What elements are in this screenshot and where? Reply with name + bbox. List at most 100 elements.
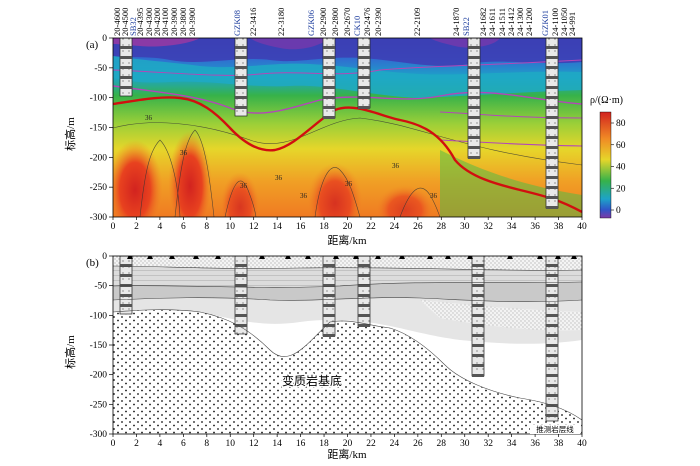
surface-marker <box>467 256 473 259</box>
borehole-stripe <box>358 264 370 267</box>
borehole-stripe <box>235 46 247 49</box>
surface-marker <box>285 256 291 259</box>
panel-b-xlabel: 距离/km <box>327 447 367 461</box>
y-tick-label: -50 <box>94 64 107 74</box>
borehole-stripe <box>472 274 484 277</box>
x-tick-label: 26 <box>413 222 423 232</box>
borehole-stripe <box>546 96 558 99</box>
x-tick-label: 2 <box>134 439 139 449</box>
x-tick-label: 20 <box>343 439 353 449</box>
borehole-stripe <box>235 76 247 79</box>
well-label: SB22 <box>461 17 471 36</box>
x-tick-label: 38 <box>554 439 564 449</box>
x-tick-label: 4 <box>158 222 163 232</box>
x-tick-label: 20 <box>343 222 353 232</box>
surface-marker <box>305 256 311 259</box>
borehole-stripe <box>235 96 247 99</box>
borehole-stripe <box>472 264 484 267</box>
borehole-stripe <box>472 294 484 297</box>
borehole-stripe <box>120 86 132 89</box>
colorbar-ticks: 80 60 40 20 0 <box>611 119 626 216</box>
contour-label: 36 <box>300 192 308 200</box>
y-tick-label: 0 <box>102 252 107 262</box>
borehole-stripe <box>358 76 370 79</box>
borehole-stripe <box>546 374 558 377</box>
surface-marker <box>445 256 451 259</box>
borehole-stripe <box>472 374 484 377</box>
well-label: 24-1682 <box>478 8 488 36</box>
contour-label: 36 <box>275 174 283 182</box>
well-label: 20-3800 <box>178 8 188 36</box>
borehole-stripe <box>546 324 558 327</box>
x-tick-label: 8 <box>204 222 209 232</box>
x-tick-label: 34 <box>507 439 517 449</box>
borehole-stripe <box>546 196 558 199</box>
borehole-stripe <box>472 354 484 357</box>
borehole-stripe <box>468 46 480 49</box>
well-label: 20-2800 <box>330 8 340 36</box>
x-tick-label: 16 <box>296 222 306 232</box>
borehole-stripe <box>468 96 480 99</box>
borehole-stripe <box>472 304 484 307</box>
colorbar-gradient <box>599 111 612 219</box>
borehole-stripe <box>323 314 335 317</box>
x-tick-label: 22 <box>366 439 376 449</box>
x-tick-label: 10 <box>226 222 236 232</box>
borehole-stripe <box>120 76 132 79</box>
borehole-stripe <box>472 334 484 337</box>
well-label: 24-1200 <box>524 8 534 36</box>
borehole-stripe <box>546 284 558 287</box>
borehole-stripe <box>235 264 247 267</box>
borehole-stripe <box>358 274 370 277</box>
y-tick-label: -250 <box>90 400 108 410</box>
borehole-stripe <box>358 294 370 297</box>
borehole-stripe <box>472 364 484 367</box>
borehole-stripe <box>546 86 558 89</box>
panel-b-geologic-section: (b) 0-50-100-150-200-250-300 0 2 4 6 8 10 12 14… <box>63 252 587 461</box>
x-tick-label: 32 <box>483 439 493 449</box>
borehole-stripe <box>546 364 558 367</box>
contour-label: 36 <box>430 192 438 200</box>
well-label: 22-2109 <box>412 8 422 36</box>
well-label: 24-1870 <box>451 8 461 36</box>
panel-a-xlabel: 距离/km <box>327 233 367 247</box>
well-label: 24-1300 <box>515 8 525 36</box>
borehole-stripe <box>323 264 335 267</box>
borehole-stripe <box>323 304 335 307</box>
surface-marker <box>333 256 339 259</box>
borehole-stripe <box>358 304 370 307</box>
surface-marker <box>399 256 405 259</box>
colorbar: ρ/(Ω·m) 80 60 40 20 0 <box>590 95 626 219</box>
borehole-stripe <box>235 314 247 317</box>
well-label: GZK08 <box>232 10 242 36</box>
well-label: 22-3180 <box>276 8 286 36</box>
x-tick-label: 38 <box>554 222 564 232</box>
boreholes-panel-a <box>119 38 559 209</box>
borehole-stripe <box>546 76 558 79</box>
y-tick-label: -150 <box>90 341 108 351</box>
x-tick-label: 28 <box>437 439 447 449</box>
y-tick-label: -200 <box>90 371 108 381</box>
borehole-stripe <box>120 294 132 297</box>
x-tick-label: 30 <box>460 439 470 449</box>
borehole-stripe <box>323 56 335 59</box>
surface-markers <box>127 256 577 259</box>
borehole-stripe <box>546 186 558 189</box>
contour-label: 36 <box>392 162 400 170</box>
colorbar-tick-label: 20 <box>616 184 626 194</box>
well-label: 24-1511 <box>497 8 507 36</box>
borehole-stripe <box>546 314 558 317</box>
borehole-stripe <box>546 116 558 119</box>
panel-a-label: (a) <box>86 39 99 51</box>
colorbar-tick-label: 40 <box>616 163 626 173</box>
borehole-stripe <box>546 384 558 387</box>
surface-marker <box>353 256 359 259</box>
borehole-stripe <box>546 264 558 267</box>
x-tick-label: 14 <box>272 439 282 449</box>
y-tick-label: -300 <box>90 213 108 223</box>
basement-label: 变质岩基底 <box>282 373 342 388</box>
borehole-stripe <box>358 66 370 69</box>
surface-marker <box>555 256 561 259</box>
x-tick-label: 12 <box>249 222 259 232</box>
